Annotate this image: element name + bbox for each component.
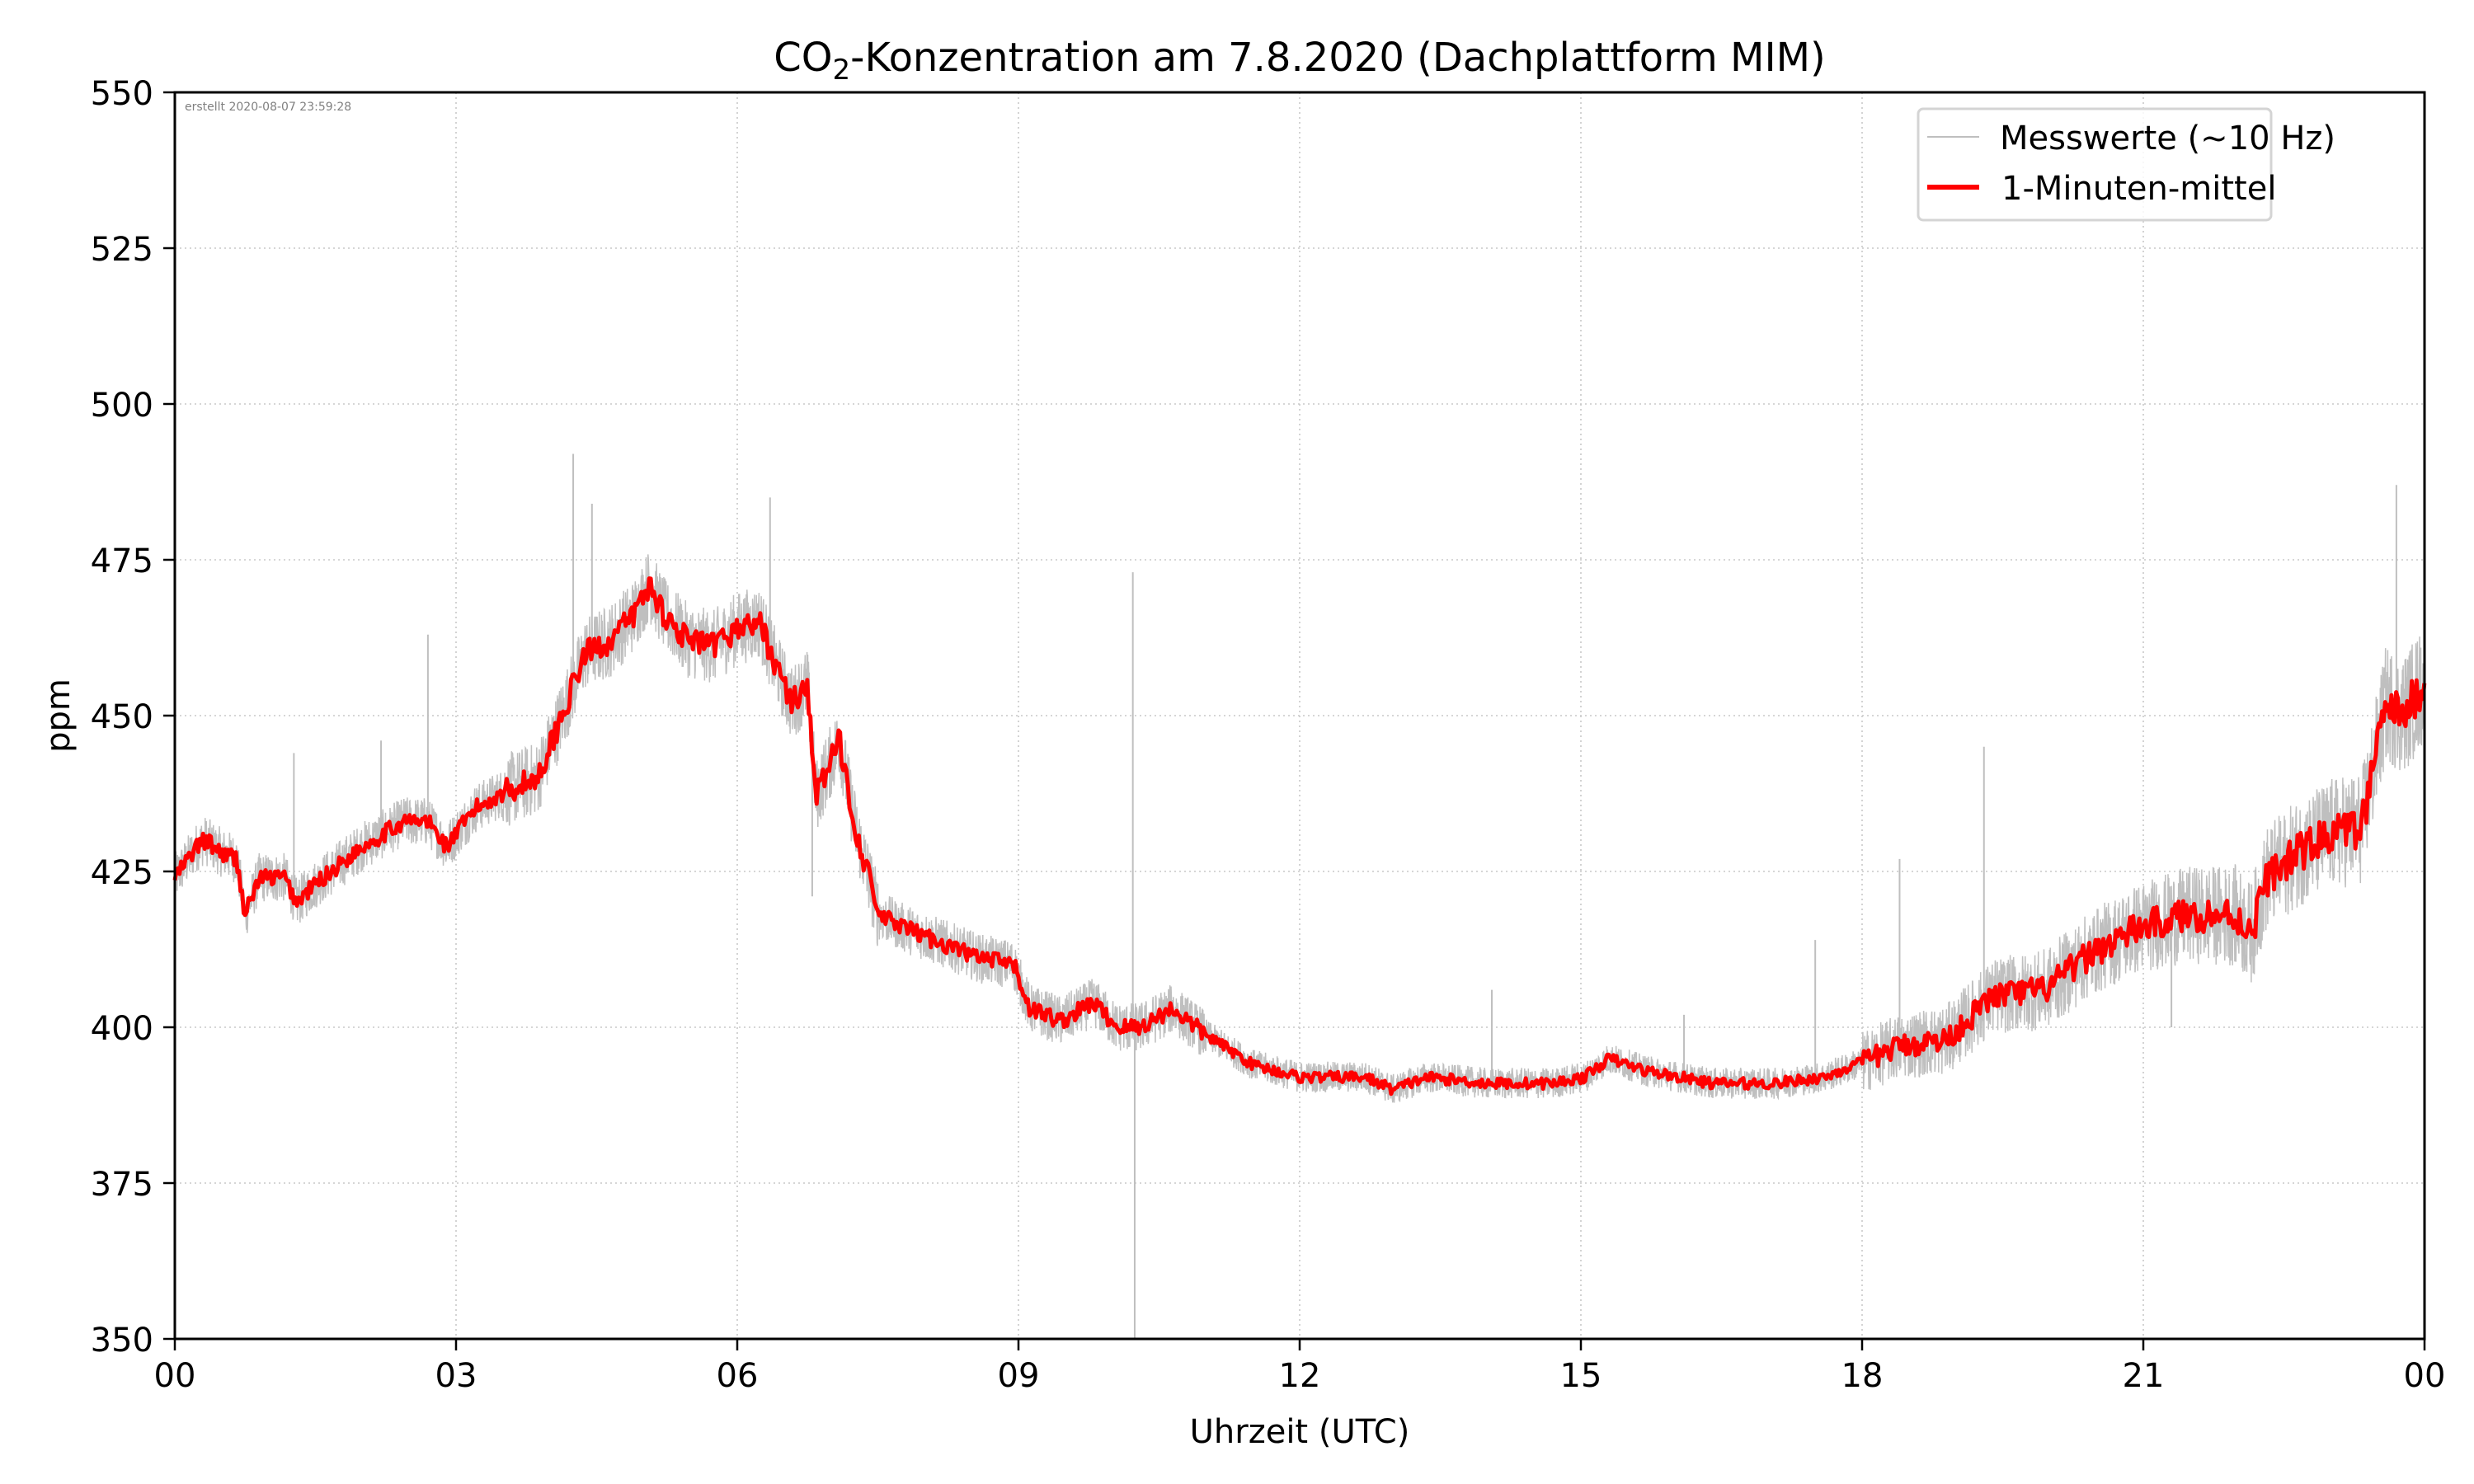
y-tick-label: 550: [91, 75, 153, 113]
x-tick-label: 15: [1560, 1357, 1602, 1395]
y-tick-label: 375: [91, 1166, 153, 1204]
x-tick-label: 06: [717, 1357, 759, 1395]
x-tick-label: 12: [1279, 1357, 1321, 1395]
legend: Messwerte (~10 Hz) 1-Minuten-mittel: [1917, 107, 2335, 222]
legend-mean-label: 1-Minuten-mittel: [2001, 170, 2276, 208]
mean-line: [172, 576, 2427, 1097]
title-co: CO: [774, 35, 832, 81]
y-tick-label: 525: [91, 231, 153, 269]
grid-lines: [175, 92, 2425, 1339]
y-tick-label: 475: [91, 542, 153, 580]
x-tick-label: 09: [998, 1357, 1040, 1395]
created-annotation: erstellt 2020-08-07 23:59:28: [185, 101, 351, 114]
mean-series-layer: [172, 576, 2427, 1097]
x-tick-label: 21: [2123, 1357, 2165, 1395]
axis-ticks: 00 03 06 09 12 15 18 21 003503754004254504755005…: [91, 75, 2446, 1395]
legend-raw-label: Messwerte (~10 Hz): [2000, 120, 2335, 157]
y-axis-label: ppm: [40, 679, 78, 753]
x-tick-label: 00: [154, 1357, 196, 1395]
y-tick-label: 450: [91, 698, 153, 736]
title-rest: -Konzentration am 7.8.2020 (Dachplattfor…: [850, 35, 1826, 81]
y-tick-label: 500: [91, 387, 153, 425]
y-tick-label: 400: [91, 1010, 153, 1048]
legend-box: [1917, 107, 2273, 222]
y-tick-label: 425: [91, 854, 153, 892]
y-tick-label: 350: [91, 1322, 153, 1360]
title-subscript: 2: [833, 54, 851, 87]
x-tick-label: 00: [2404, 1357, 2446, 1395]
x-tick-label: 03: [435, 1357, 477, 1395]
x-tick-label: 18: [1841, 1357, 1884, 1395]
chart-title: CO2-Konzentration am 7.8.2020 (Dachplatt…: [774, 35, 1826, 87]
x-axis-label: Uhrzeit (UTC): [1190, 1413, 1410, 1451]
